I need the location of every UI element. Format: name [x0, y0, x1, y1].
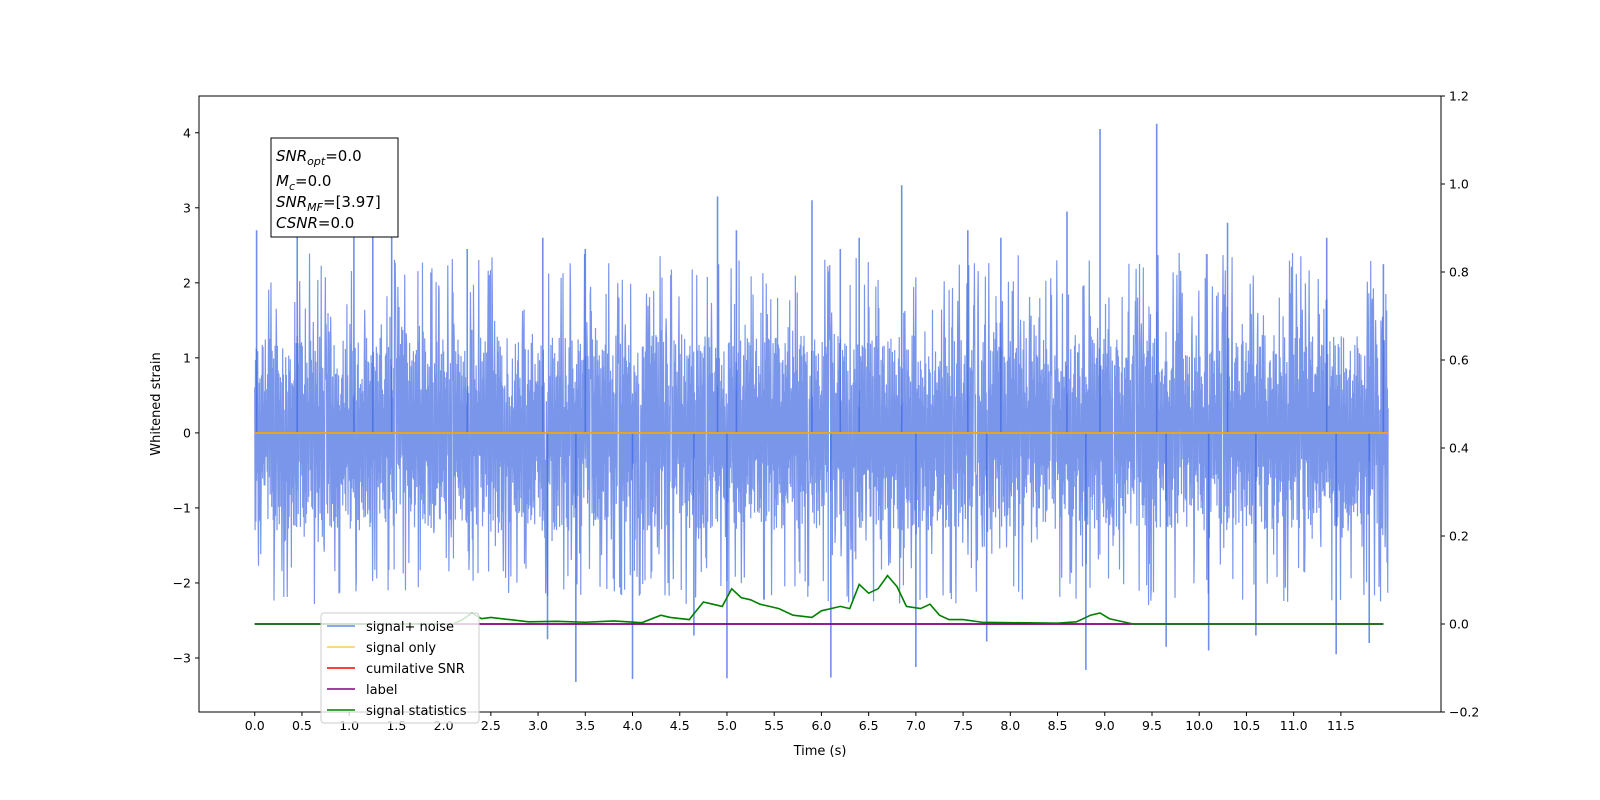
x-tick-label: 3.0 — [528, 718, 548, 733]
x-tick-label: 11.0 — [1280, 718, 1308, 733]
y2-tick-label: 0.8 — [1449, 265, 1469, 280]
legend: signal+ noise signal only cumilative SNR la… — [320, 612, 480, 724]
x-axis-ticks: 0.0 0.5 1.0 1.5 2.0 2.5 3.0 3.5 4.0 4.5 5.0 5.5 6.0 6… — [245, 712, 1355, 733]
x-tick-label: 10.0 — [1185, 718, 1213, 733]
x-tick-label: 9.5 — [1142, 718, 1162, 733]
legend-entry: label — [366, 683, 397, 698]
y-tick-label: 4 — [183, 125, 191, 140]
y2-tick-label: 0.0 — [1449, 617, 1469, 632]
x-tick-label: 5.5 — [764, 718, 784, 733]
series-signal-statistics — [254, 574, 1384, 625]
y-axis-right-ticks: −0.2 0.0 0.2 0.4 0.6 0.8 1.0 1.2 — [1441, 89, 1479, 720]
x-tick-label: 8.5 — [1048, 718, 1068, 733]
y2-tick-label: 1.2 — [1449, 89, 1469, 104]
x-tick-label: 4.5 — [670, 718, 690, 733]
info-box: SNRopt=0.0 Mc=0.0 SNRMF=[3.97] CSNR=0.0 — [270, 137, 399, 238]
y-axis-left-ticks: −3 −2 −1 0 1 2 3 4 — [173, 125, 199, 665]
info-snr-mf: SNRMF=[3.97] — [276, 193, 381, 214]
x-tick-label: 5.0 — [717, 718, 737, 733]
y2-tick-label: 0.4 — [1449, 441, 1469, 456]
x-tick-label: 0.0 — [245, 718, 265, 733]
noise-trace — [254, 252, 1389, 606]
x-tick-label: 0.5 — [292, 718, 312, 733]
y-tick-label: −1 — [173, 500, 191, 515]
x-tick-label: 8.0 — [1000, 718, 1020, 733]
info-csnr: CSNR=0.0 — [276, 214, 354, 232]
legend-entry: signal statistics — [366, 704, 467, 719]
y-tick-label: −2 — [173, 575, 191, 590]
x-tick-label: 3.5 — [575, 718, 595, 733]
y-tick-label: 0 — [183, 425, 191, 440]
y2-tick-label: 1.0 — [1449, 177, 1469, 192]
x-tick-label: 7.5 — [953, 718, 973, 733]
y-tick-label: 1 — [183, 350, 191, 365]
info-snr-opt: SNRopt=0.0 — [276, 147, 362, 168]
y2-tick-label: 0.6 — [1449, 353, 1469, 368]
y2-tick-label: −0.2 — [1449, 705, 1479, 720]
x-tick-label: 9.0 — [1095, 718, 1115, 733]
y2-tick-label: 0.2 — [1449, 529, 1469, 544]
info-mc: Mc=0.0 — [276, 172, 331, 193]
x-tick-label: 7.0 — [906, 718, 926, 733]
series-signal-plus-noise — [254, 123, 1389, 682]
legend-entry: cumilative SNR — [366, 662, 465, 677]
y-tick-label: 3 — [183, 200, 191, 215]
legend-entry: signal+ noise — [366, 620, 454, 635]
y-axis-label: Whitened strain — [149, 352, 164, 455]
x-tick-label: 2.5 — [481, 718, 501, 733]
x-tick-label: 6.0 — [811, 718, 831, 733]
x-tick-label: 4.0 — [623, 718, 643, 733]
legend-entry: signal only — [366, 641, 436, 656]
x-tick-label: 6.5 — [859, 718, 879, 733]
x-tick-label: 11.5 — [1327, 718, 1355, 733]
x-tick-label: 10.5 — [1233, 718, 1261, 733]
x-axis-label: Time (s) — [793, 744, 847, 759]
axes-frame — [198, 95, 1442, 713]
y-tick-label: −3 — [173, 650, 191, 665]
y-tick-label: 2 — [183, 275, 191, 290]
